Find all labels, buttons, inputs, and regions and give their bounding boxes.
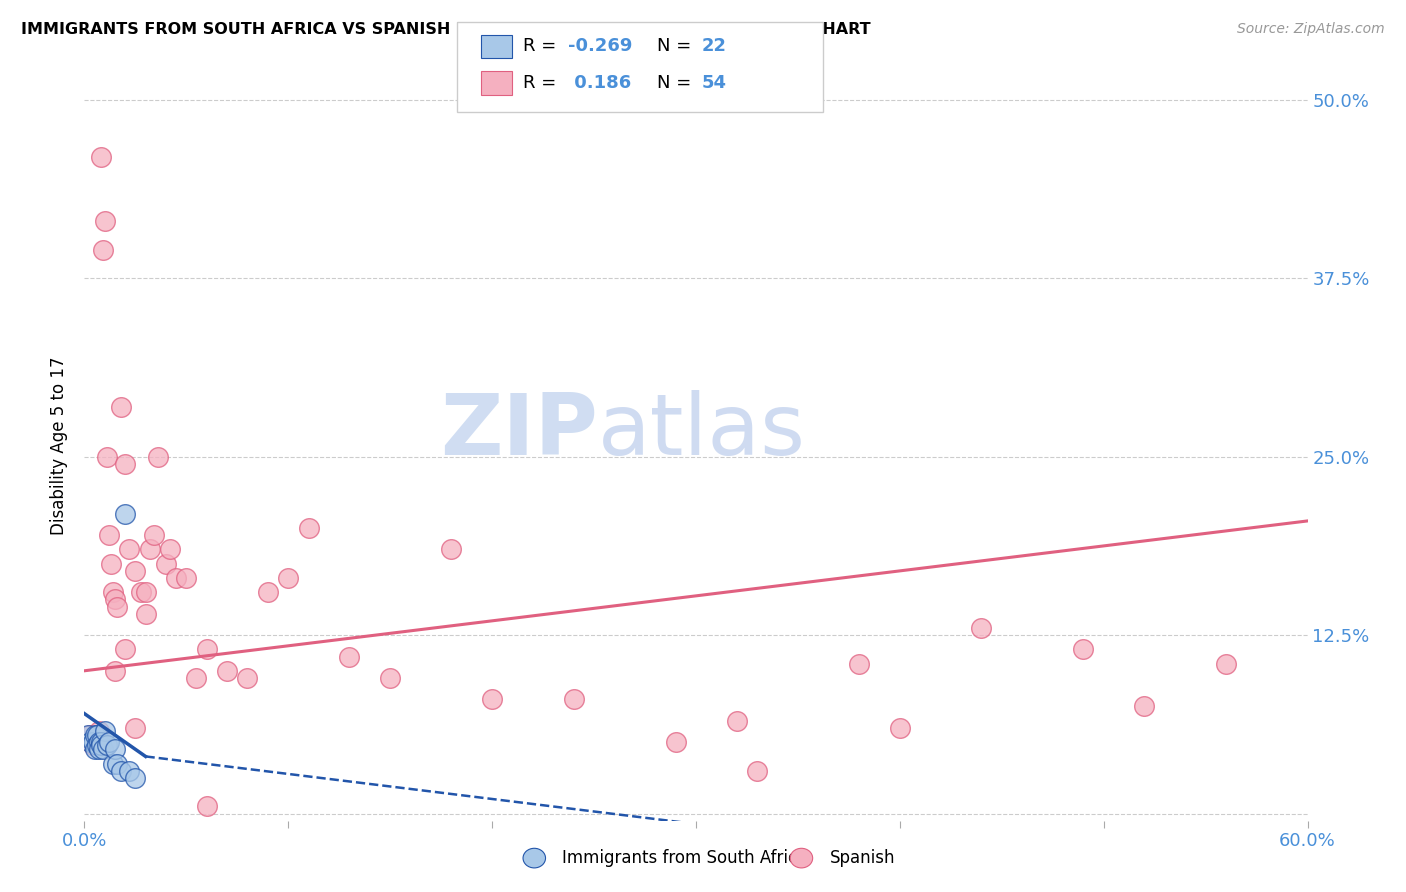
Text: R =: R = [523, 37, 562, 55]
Text: R =: R = [523, 74, 562, 92]
Point [90, 735, 112, 749]
Text: N =: N = [657, 74, 696, 92]
Point [236, 671, 259, 685]
Point [91, 243, 114, 257]
Point [79, 728, 101, 742]
Point [1073, 642, 1095, 657]
Point [110, 400, 132, 414]
Text: IMMIGRANTS FROM SOUTH AFRICA VS SPANISH DISABILITY AGE 5 TO 17 CORRELATION CHART: IMMIGRANTS FROM SOUTH AFRICA VS SPANISH … [21, 22, 870, 37]
Point [96, 450, 118, 464]
Point [100, 557, 122, 571]
Point [138, 542, 160, 557]
Point [124, 771, 146, 785]
Point [380, 671, 402, 685]
Point [124, 564, 146, 578]
Point [104, 664, 127, 678]
Point [87, 742, 110, 756]
Point [93, 214, 115, 228]
Point [118, 764, 141, 778]
Point [195, 799, 218, 814]
Point [101, 585, 124, 599]
Point [77, 728, 100, 742]
Point [970, 621, 993, 635]
Point [155, 557, 177, 571]
Point [725, 714, 748, 728]
Point [339, 649, 361, 664]
Point [83, 742, 105, 756]
Point [135, 585, 157, 599]
Point [118, 542, 141, 557]
Point [135, 607, 157, 621]
Point [277, 571, 299, 585]
Point [96, 738, 118, 752]
Point [110, 764, 132, 778]
Point [131, 585, 153, 599]
Point [79, 735, 101, 749]
Point [97, 735, 120, 749]
Text: 54: 54 [702, 74, 727, 92]
Point [86, 735, 108, 749]
Point [174, 571, 197, 585]
Point [142, 528, 165, 542]
Point [91, 742, 114, 756]
Point [159, 542, 181, 557]
Text: 22: 22 [702, 37, 727, 55]
Point [86, 738, 108, 752]
Point [90, 738, 112, 752]
Text: Immigrants from South Africa: Immigrants from South Africa [562, 849, 807, 867]
Point [87, 735, 110, 749]
Point [101, 756, 124, 771]
Point [165, 571, 187, 585]
Point [114, 507, 136, 521]
Point [1133, 699, 1156, 714]
Point [97, 528, 120, 542]
Point [90, 150, 112, 164]
Point [87, 723, 110, 738]
Point [105, 756, 128, 771]
Point [257, 585, 280, 599]
Point [124, 721, 146, 735]
Point [186, 671, 208, 685]
Text: N =: N = [657, 37, 696, 55]
Point [440, 542, 463, 557]
Point [82, 735, 104, 749]
Point [86, 728, 108, 742]
Point [93, 723, 115, 738]
Point [105, 599, 128, 614]
Text: -0.269: -0.269 [568, 37, 633, 55]
Point [104, 742, 127, 756]
Point [217, 664, 239, 678]
Point [481, 692, 503, 706]
Point [82, 738, 104, 752]
Point [83, 735, 105, 749]
Point [114, 457, 136, 471]
Y-axis label: Disability Age 5 to 17: Disability Age 5 to 17 [51, 357, 69, 535]
Text: ZIP: ZIP [440, 390, 598, 473]
Point [889, 721, 911, 735]
Point [298, 521, 321, 535]
Point [87, 738, 110, 752]
Point [848, 657, 870, 671]
Point [747, 764, 769, 778]
Point [195, 642, 218, 657]
Point [83, 728, 105, 742]
Point [665, 735, 688, 749]
Point [146, 450, 169, 464]
Text: Spanish: Spanish [830, 849, 896, 867]
Point [114, 642, 136, 657]
Point [1215, 657, 1237, 671]
Text: 0.186: 0.186 [568, 74, 631, 92]
Point [104, 592, 127, 607]
Text: Source: ZipAtlas.com: Source: ZipAtlas.com [1237, 22, 1385, 37]
Text: atlas: atlas [598, 390, 806, 473]
Point [562, 692, 585, 706]
